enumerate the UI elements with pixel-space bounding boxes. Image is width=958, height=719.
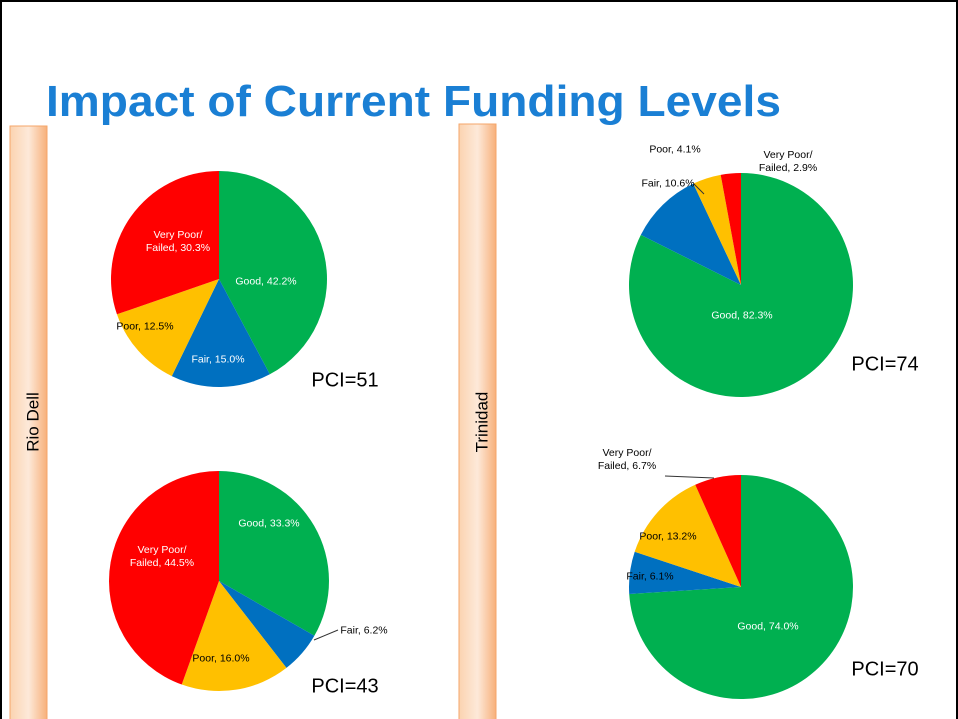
pie-slice (109, 471, 219, 685)
pie-slice (219, 471, 329, 636)
pie-slice (720, 173, 741, 285)
pie-slice (693, 174, 741, 285)
leader-line (664, 475, 715, 479)
pie-slice (219, 171, 327, 375)
slice-label: Poor, 13.2% (639, 530, 697, 543)
slice-label: Good, 82.3% (711, 309, 773, 322)
slice-label: Very Poor/ Failed, 30.3% (145, 229, 211, 254)
pie-slice (171, 279, 270, 387)
leader-line (313, 629, 339, 641)
pci-annotation: PCI=51 (311, 369, 379, 392)
slice-label: Poor, 4.1% (649, 143, 701, 156)
pie-slice (634, 484, 741, 587)
slide-title: Impact of Current Funding Levels (46, 77, 781, 126)
leader-line (693, 183, 705, 195)
pie-slice (629, 475, 854, 700)
side-label: Rio Dell (23, 392, 42, 452)
side-label: Trinidad (472, 392, 491, 453)
slice-label: Fair, 15.0% (191, 353, 245, 366)
slice-label: Fair, 6.2% (340, 624, 388, 637)
side-bar (9, 125, 48, 719)
pie-slice (640, 183, 741, 285)
pie-slice (116, 279, 219, 377)
slice-label: Poor, 16.0% (192, 652, 250, 665)
slice-label: Very Poor/ Failed, 44.5% (129, 544, 195, 569)
slice-label: Good, 74.0% (737, 620, 799, 633)
slice-label: Fair, 6.1% (626, 570, 674, 583)
side-bar (458, 123, 497, 719)
pci-annotation: PCI=70 (851, 658, 919, 681)
pie-slice (695, 475, 741, 587)
pie-slice (181, 581, 287, 691)
pie-slice (219, 581, 315, 668)
slice-label: Good, 33.3% (238, 517, 300, 530)
slice-label: Very Poor/ Failed, 6.7% (597, 447, 657, 472)
slice-label: Fair, 10.6% (641, 177, 695, 190)
slice-label: Very Poor/ Failed, 2.9% (758, 149, 818, 174)
pie-slice (110, 171, 219, 315)
pci-annotation: PCI=74 (851, 353, 919, 376)
slice-label: Poor, 12.5% (116, 320, 174, 333)
pie-slice (629, 551, 741, 595)
pci-annotation: PCI=43 (311, 675, 379, 698)
slice-label: Good, 42.2% (235, 275, 297, 288)
